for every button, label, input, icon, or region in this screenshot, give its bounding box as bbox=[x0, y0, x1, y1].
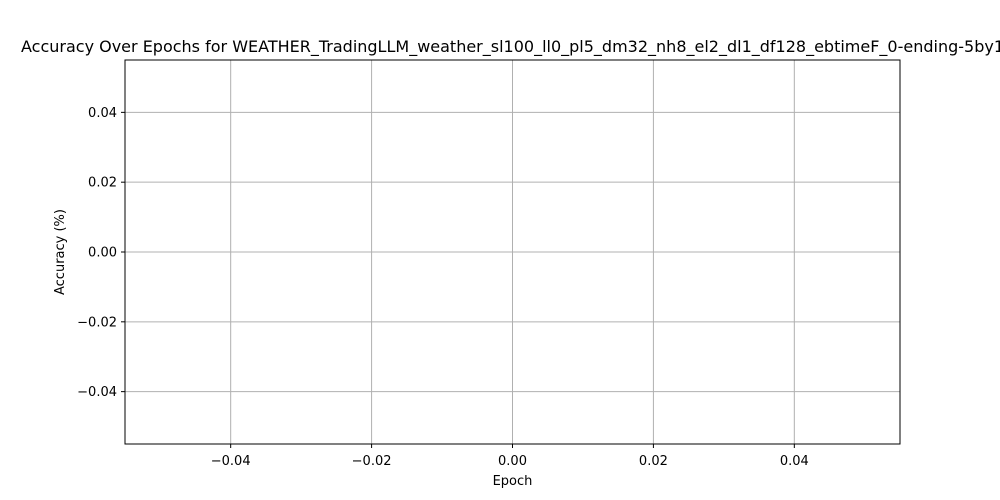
plot-frame bbox=[124, 59, 901, 445]
y-axis-title: Accuracy (%) bbox=[53, 209, 68, 295]
x-tick-label: 0.02 bbox=[639, 454, 668, 469]
chart-title: Accuracy Over Epochs for WEATHER_Trading… bbox=[21, 37, 1000, 57]
ticks: −0.04 −0.02 0.00 0.02 0.04 −0.04 −0.02 0.00 0.02… bbox=[77, 106, 809, 469]
x-tick-label: −0.04 bbox=[211, 454, 251, 469]
grid bbox=[125, 60, 900, 444]
y-tick-label: 0.02 bbox=[88, 176, 117, 191]
x-tick-label: 0.00 bbox=[498, 454, 527, 469]
x-tick-label: 0.04 bbox=[780, 454, 809, 469]
y-tick-label: 0.00 bbox=[88, 246, 117, 261]
x-tick-label: −0.02 bbox=[352, 454, 392, 469]
y-tick-label: −0.02 bbox=[77, 315, 117, 330]
y-tick-label: −0.04 bbox=[77, 385, 117, 400]
y-tick-label: 0.04 bbox=[88, 106, 117, 121]
x-axis-title: Epoch bbox=[493, 474, 533, 489]
